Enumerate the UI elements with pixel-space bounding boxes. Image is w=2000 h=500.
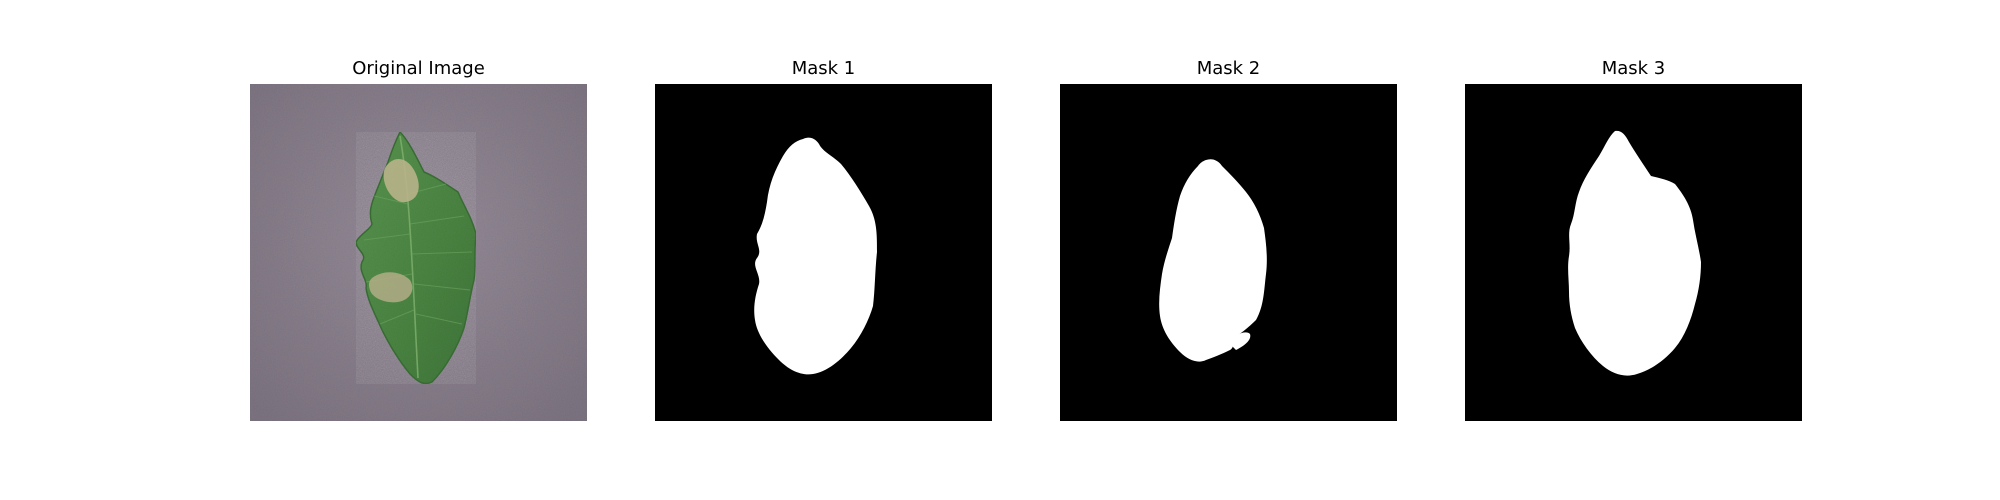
panel-title-mask-1: Mask 1 xyxy=(791,58,856,79)
panel-title-original-image: Original Image xyxy=(352,58,485,79)
panel-title-mask-3: Mask 3 xyxy=(1601,58,1666,79)
mask-3-image xyxy=(1465,84,1802,421)
mask-1-shape xyxy=(754,137,877,375)
lesion-lower xyxy=(368,272,413,303)
lesion-upper xyxy=(383,159,419,203)
mask-2-image xyxy=(1060,84,1397,421)
mask-1-image xyxy=(655,84,992,421)
mask-2-shape-lobe xyxy=(1228,332,1251,350)
leaf-midrib xyxy=(399,135,419,379)
original-leaf-photo xyxy=(250,84,587,421)
mask-2-shape xyxy=(1159,159,1267,362)
panel-title-mask-2: Mask 2 xyxy=(1196,58,1261,79)
mask-3-shape xyxy=(1568,130,1701,376)
